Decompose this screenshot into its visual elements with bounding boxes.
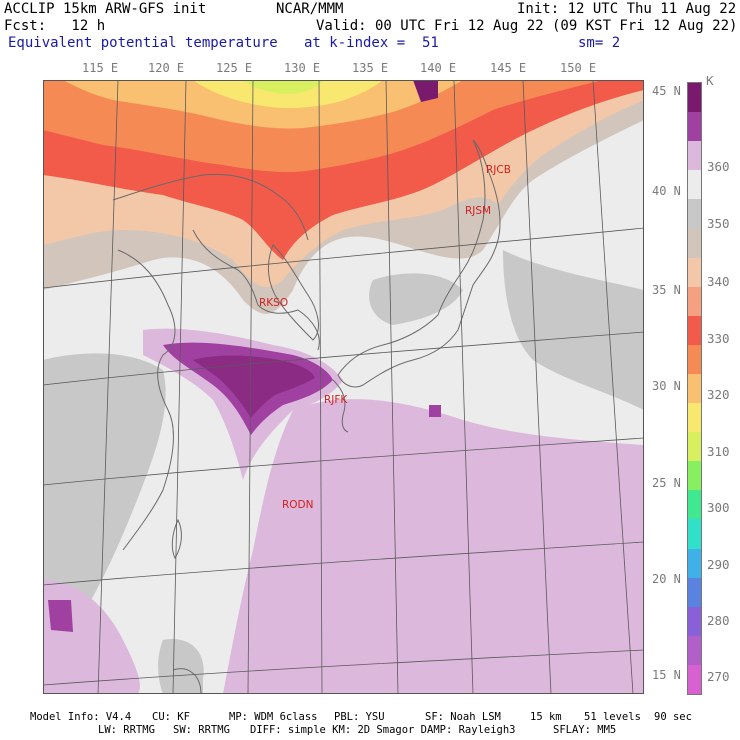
lon-tick: 150 E [560,61,597,75]
footer-mp: MP: WDM 6class [229,711,318,723]
footer-model-info: Model Info: V4.4 [30,711,132,723]
map-canvas: RJCB RJSM RKSO RJFK RODN [43,80,644,694]
level-label: at k-index = 51 [304,35,439,51]
station-rjfk: RJFK [324,394,348,406]
colorbar-segment [688,112,701,142]
footer-cu: CU: KF [152,711,190,723]
colorbar-label: 270 [707,669,730,684]
footer-lw: LW: RRTMG [98,724,155,736]
colorbar-segment [688,461,701,491]
smoothing-label: sm= 2 [578,35,621,51]
station-rjsm: RJSM [465,205,491,217]
footer-pbl: PBL: YSU [334,711,385,723]
colorbar-segment [688,635,701,666]
forecast-hour: Fcst: 12 h [4,18,106,34]
colorbar [687,82,702,695]
colorbar-label: 360 [707,159,730,174]
colorbar-segment [688,199,701,229]
footer-levels: 51 levels [584,711,641,723]
colorbar-segment [688,286,701,317]
lat-tick: 20 N [652,572,681,586]
colorbar-segment [688,432,701,462]
lon-tick: 140 E [420,61,457,75]
colorbar-segment [688,403,701,433]
lon-tick: 130 E [284,61,321,75]
station-rodn: RODN [282,499,314,511]
colorbar-label: 340 [707,274,730,289]
init-time: Init: 12 UTC Thu 11 Aug 22 [517,1,737,17]
colorbar-segment [688,141,701,171]
colorbar-segment [688,83,701,113]
lon-tick: 115 E [82,61,119,75]
colorbar-segment [688,577,701,608]
station-rjcb: RJCB [486,164,511,176]
colorbar-label: 290 [707,557,730,572]
colorbar-label: 330 [707,331,730,346]
theta-e-map: RJCB RJSM RKSO RJFK RODN [43,80,644,694]
colorbar-segment [688,606,701,637]
footer-res: 15 km [530,711,562,723]
colorbar-label: 320 [707,387,730,402]
lon-tick: 145 E [490,61,527,75]
lat-tick: 25 N [652,476,681,490]
valid-time: Valid: 00 UTC Fri 12 Aug 22 (09 KST Fri … [316,18,738,34]
colorbar-segment [688,170,701,200]
colorbar-label: 280 [707,613,730,628]
field-name: Equivalent potential temperature [8,35,278,51]
footer-sflay: SFLAY: MM5 [553,724,617,736]
model-title: ACCLIP 15km ARW-GFS init [4,1,207,17]
colorbar-segment [688,257,701,288]
colorbar-label: 310 [707,444,730,459]
center-label: NCAR/MMM [276,1,344,17]
footer-sf: SF: Noah LSM [425,711,501,723]
lon-tick: 135 E [352,61,389,75]
colorbar-segment [688,344,701,375]
lat-tick: 40 N [652,184,681,198]
colorbar-segment [688,664,701,695]
colorbar-segment [688,228,701,259]
colorbar-label: 350 [707,216,730,231]
lon-tick: 120 E [148,61,185,75]
colorbar-segment [688,519,701,550]
lat-tick: 30 N [652,379,681,393]
footer-dt: 90 sec [654,711,692,723]
colorbar-segment [688,490,701,520]
lon-tick: 125 E [216,61,253,75]
lat-tick: 35 N [652,283,681,297]
lat-tick: 15 N [652,668,681,682]
colorbar-unit: K [706,73,714,88]
footer-sw: SW: RRTMG [173,724,230,736]
colorbar-label: 300 [707,500,730,515]
colorbar-segment [688,548,701,579]
lat-tick: 45 N [652,84,681,98]
station-rkso: RKSO [259,297,288,309]
colorbar-segment [688,315,701,346]
colorbar-segment [688,373,701,404]
footer-diff: DIFF: simple KM: 2D Smagor DAMP: Rayleig… [250,724,516,736]
